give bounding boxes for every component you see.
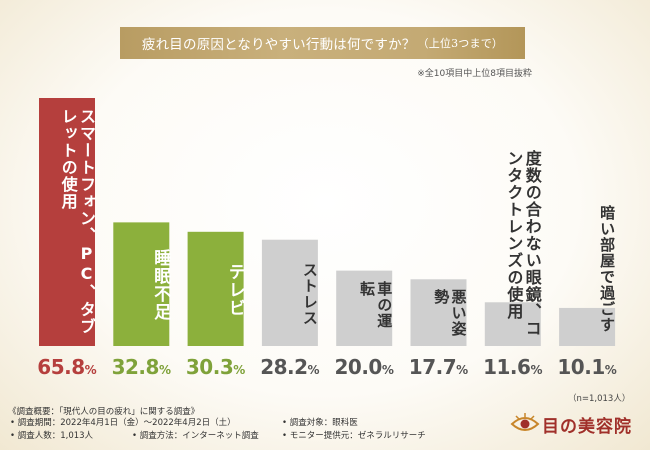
bar-1: [39, 98, 95, 346]
eye-logo-icon: [510, 413, 540, 431]
bar-3: [187, 231, 244, 346]
value-number-8: 10.1: [557, 355, 605, 379]
value-label-4: 28.2%: [252, 355, 328, 379]
bar-label-5: 車の運転: [357, 280, 394, 329]
value-unit-5: %: [381, 363, 394, 377]
value-label-2: 32.8%: [103, 355, 179, 379]
survey-provider: • モニター提供元：ゼネラルリサーチ: [282, 431, 426, 441]
value-number-2: 32.8: [111, 355, 160, 379]
value-unit-6: %: [456, 363, 469, 377]
chart-title-banner: 疲れ目の原因となりやすい行動は何ですか？ （上位3つまで）: [120, 27, 525, 59]
value-number-1: 65.8: [37, 355, 85, 379]
survey-target: • 調査対象：眼科医: [282, 418, 358, 428]
excerpt-note: ※全10項目中上位8項目抜粋: [417, 69, 532, 79]
chart-title: 疲れ目の原因となりやすい行動は何ですか？: [141, 37, 416, 53]
value-unit-8: %: [604, 363, 617, 377]
value-number-5: 20.0: [334, 355, 382, 379]
brand-logo: 目の美容院: [510, 410, 642, 438]
sample-size-note: （n=1,013人）: [568, 394, 631, 404]
brand-logo-text: 目の美容院: [542, 416, 632, 437]
value-label-6: 17.7%: [401, 355, 477, 379]
value-number-7: 11.6: [483, 355, 531, 379]
bar-label-7: 度数の合わない眼鏡、コンタクトレンズの使用: [504, 150, 542, 337]
bar-6: [410, 279, 467, 346]
value-unit-3: %: [233, 363, 246, 377]
value-label-7: 11.6%: [475, 355, 551, 379]
value-unit-2: %: [158, 363, 171, 377]
value-number-4: 28.2: [260, 355, 308, 379]
bar-4: [261, 239, 318, 346]
bar-2: [113, 222, 170, 346]
bar-label-1: スマートフォン、PC、タブレットの使用: [58, 108, 96, 335]
value-number-3: 30.3: [185, 355, 234, 379]
value-label-5: 20.0%: [326, 355, 402, 379]
chart-title-suffix: （上位3つまで）: [417, 37, 504, 50]
bar-label-6: 悪い姿勢: [432, 289, 468, 338]
value-label-1: 65.8%: [29, 355, 105, 379]
bar-label-2: 睡眠不足: [150, 249, 171, 322]
value-unit-7: %: [530, 363, 543, 377]
value-label-8: 10.1%: [549, 355, 625, 379]
bar-label-3: テレビ: [224, 262, 245, 317]
survey-footer: 《調査概要：「現代人の目の疲れ」に関する調査》 • 調査期間：2022年4月1日…: [0, 405, 650, 450]
value-unit-4: %: [307, 363, 320, 377]
survey-overview: 《調査概要：「現代人の目の疲れ」に関する調査》: [8, 407, 200, 417]
value-unit-1: %: [84, 363, 97, 377]
bar-7: [484, 302, 541, 346]
survey-period: • 調査期間：2022年4月1日（金）～2022年4月2日（土）: [10, 418, 236, 428]
bar-5: [336, 270, 393, 346]
value-number-6: 17.7: [408, 355, 457, 379]
bar-label-8: 暗い部屋で過ごす: [598, 205, 617, 333]
bar-8: [559, 307, 616, 346]
value-label-3: 30.3%: [178, 355, 254, 379]
bar-label-4: ストレス: [300, 261, 319, 326]
survey-respondents: • 調査人数：1,013人: [10, 431, 94, 441]
survey-method: • 調査方法：インターネット調査: [132, 431, 259, 441]
